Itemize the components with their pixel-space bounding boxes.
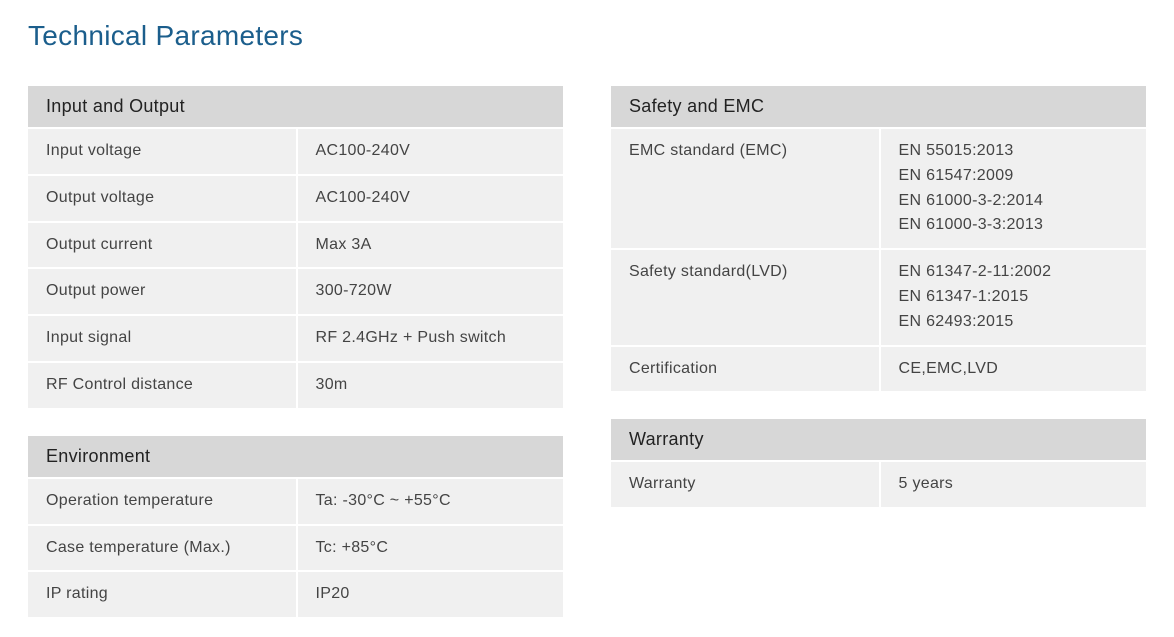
cell-value: AC100-240V	[296, 129, 564, 174]
cell-value: RF 2.4GHz + Push switch	[296, 316, 564, 361]
cell-label: Safety standard(LVD)	[611, 250, 879, 344]
cell-label: Input voltage	[28, 129, 296, 174]
section-safety-emc: Safety and EMC EMC standard (EMC) EN 550…	[611, 86, 1146, 391]
cell-value: Ta: -30°C ~ +55°C	[296, 479, 564, 524]
section-input-output: Input and Output Input voltage AC100-240…	[28, 86, 563, 408]
cell-value: IP20	[296, 572, 564, 617]
cell-label: Warranty	[611, 462, 879, 507]
cell-value: 5 years	[879, 462, 1147, 507]
section-header: Input and Output	[28, 86, 563, 127]
cell-label: Certification	[611, 347, 879, 392]
table-row: IP rating IP20	[28, 570, 563, 617]
left-column: Input and Output Input voltage AC100-240…	[28, 86, 563, 617]
table-row: Safety standard(LVD) EN 61347-2-11:2002 …	[611, 248, 1146, 344]
table-row: EMC standard (EMC) EN 55015:2013 EN 6154…	[611, 127, 1146, 248]
table-row: Case temperature (Max.) Tc: +85°C	[28, 524, 563, 571]
table-row: RF Control distance 30m	[28, 361, 563, 408]
cell-label: Output current	[28, 223, 296, 268]
section-warranty: Warranty Warranty 5 years	[611, 419, 1146, 507]
cell-value: Max 3A	[296, 223, 564, 268]
cell-value: 300-720W	[296, 269, 564, 314]
cell-value: AC100-240V	[296, 176, 564, 221]
cell-label: Input signal	[28, 316, 296, 361]
table-row: Output current Max 3A	[28, 221, 563, 268]
page-title: Technical Parameters	[28, 20, 1146, 52]
table-row: Output voltage AC100-240V	[28, 174, 563, 221]
cell-value: EN 61347-2-11:2002 EN 61347-1:2015 EN 62…	[879, 250, 1147, 344]
table-row: Input voltage AC100-240V	[28, 127, 563, 174]
table-row: Input signal RF 2.4GHz + Push switch	[28, 314, 563, 361]
table-row: Warranty 5 years	[611, 460, 1146, 507]
cell-label: Case temperature (Max.)	[28, 526, 296, 571]
cell-label: IP rating	[28, 572, 296, 617]
section-header: Safety and EMC	[611, 86, 1146, 127]
section-environment: Environment Operation temperature Ta: -3…	[28, 436, 563, 617]
cell-label: RF Control distance	[28, 363, 296, 408]
section-header: Environment	[28, 436, 563, 477]
cell-value: EN 55015:2013 EN 61547:2009 EN 61000-3-2…	[879, 129, 1147, 248]
two-column-layout: Input and Output Input voltage AC100-240…	[28, 86, 1146, 617]
cell-label: Operation temperature	[28, 479, 296, 524]
right-column: Safety and EMC EMC standard (EMC) EN 550…	[611, 86, 1146, 617]
cell-value: CE,EMC,LVD	[879, 347, 1147, 392]
section-header: Warranty	[611, 419, 1146, 460]
table-row: Certification CE,EMC,LVD	[611, 345, 1146, 392]
table-row: Output power 300-720W	[28, 267, 563, 314]
cell-label: EMC standard (EMC)	[611, 129, 879, 248]
cell-label: Output voltage	[28, 176, 296, 221]
table-row: Operation temperature Ta: -30°C ~ +55°C	[28, 477, 563, 524]
cell-value: 30m	[296, 363, 564, 408]
cell-value: Tc: +85°C	[296, 526, 564, 571]
cell-label: Output power	[28, 269, 296, 314]
